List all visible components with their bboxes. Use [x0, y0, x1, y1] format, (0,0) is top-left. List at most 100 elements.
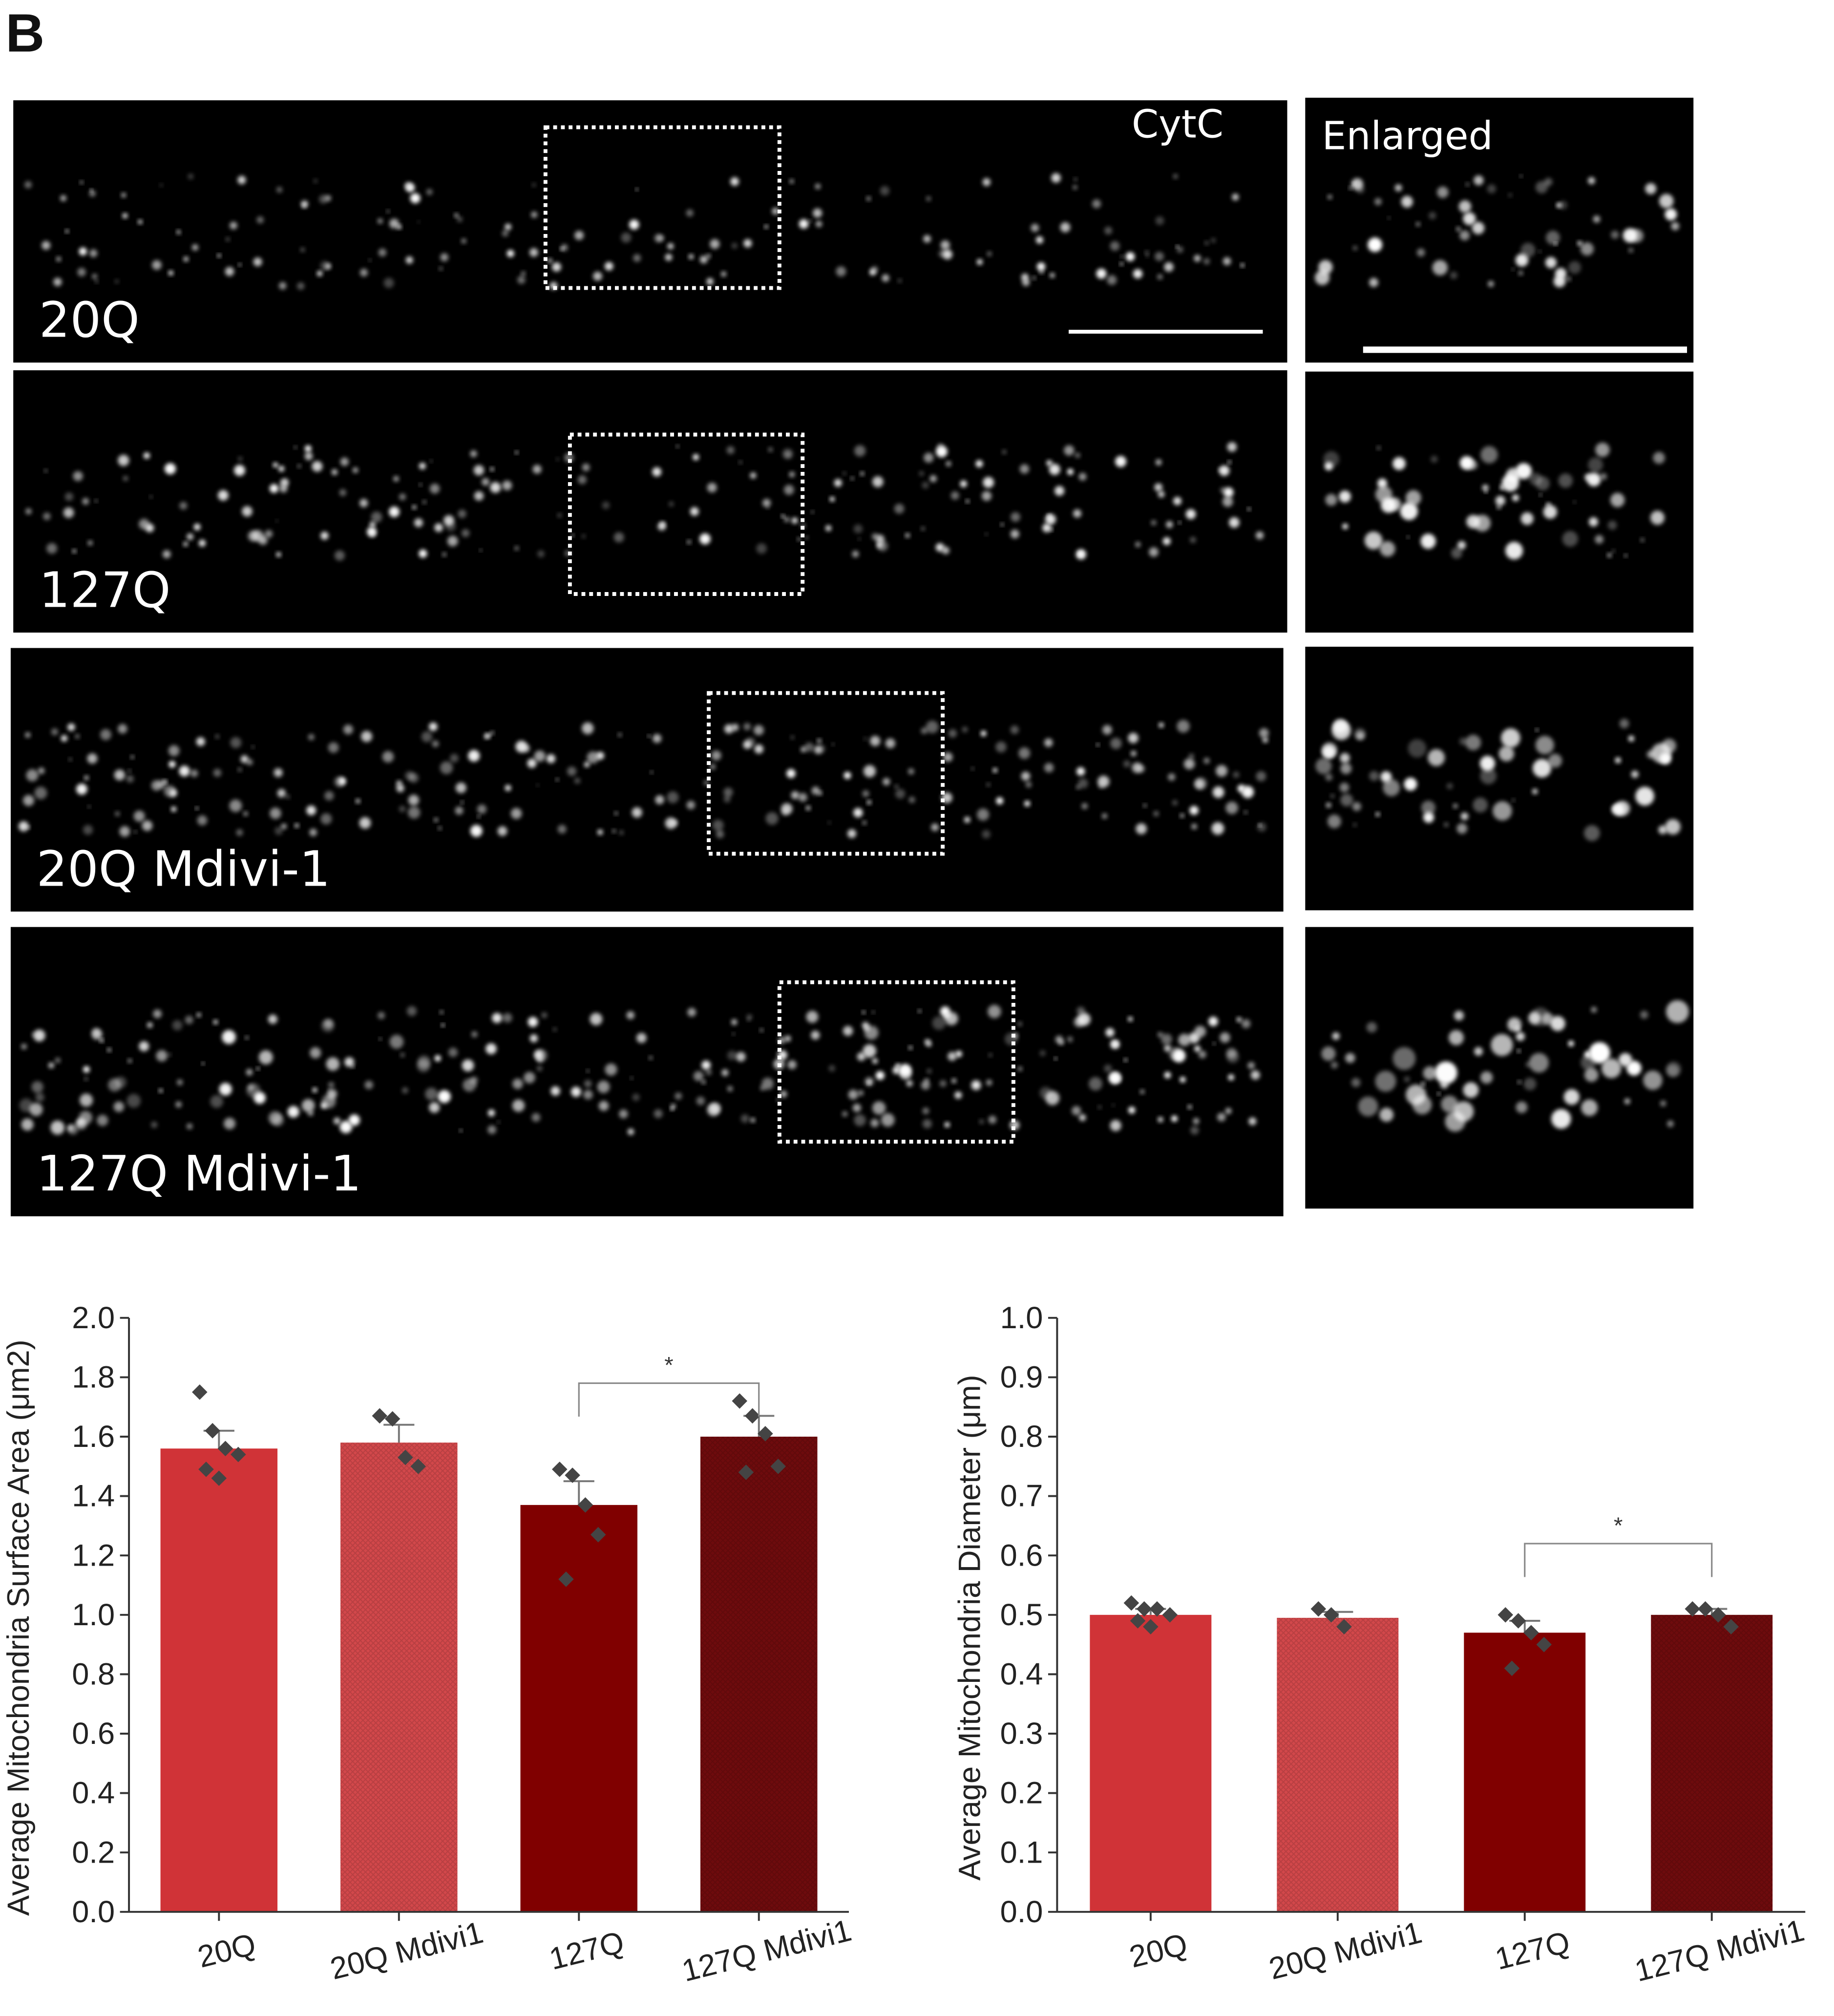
spot	[230, 737, 242, 748]
significance-label: *	[664, 1353, 673, 1379]
spot	[706, 1069, 712, 1076]
spot	[853, 524, 863, 533]
spot	[164, 463, 176, 475]
spot	[629, 219, 639, 230]
spot	[1498, 746, 1515, 762]
spot	[756, 543, 767, 554]
y-tick-label: 0.0	[72, 1895, 115, 1929]
spot	[440, 253, 449, 262]
spot	[1149, 547, 1159, 557]
spot	[871, 266, 878, 273]
spot	[1011, 512, 1020, 522]
spot	[550, 1086, 560, 1096]
spot	[83, 825, 93, 835]
spot	[1112, 1103, 1115, 1107]
spot	[171, 806, 177, 812]
spot	[1109, 1072, 1121, 1084]
spot	[1128, 1106, 1136, 1114]
data-point	[1523, 1625, 1539, 1641]
spot	[731, 723, 739, 731]
spot	[1459, 737, 1467, 745]
spot	[1666, 1061, 1682, 1077]
spot	[721, 271, 726, 277]
spot	[164, 785, 176, 797]
spot	[587, 751, 599, 764]
spot	[1178, 521, 1181, 524]
spot	[1212, 786, 1224, 798]
spot	[185, 1016, 193, 1024]
spot	[122, 213, 128, 219]
spot	[1512, 494, 1519, 502]
spot	[975, 460, 983, 467]
spot	[339, 489, 347, 496]
spot	[583, 1090, 593, 1100]
spot	[331, 469, 338, 475]
spot	[50, 1120, 65, 1135]
spot	[169, 761, 176, 768]
spot	[1039, 269, 1044, 274]
spot	[946, 461, 951, 467]
spot	[1155, 252, 1164, 261]
spot	[980, 730, 987, 737]
spot	[1074, 1017, 1084, 1027]
spot	[320, 531, 329, 540]
spot	[1226, 1048, 1237, 1059]
spot	[1064, 445, 1075, 456]
data-point	[1149, 1601, 1165, 1617]
spot	[158, 780, 167, 788]
spot	[1324, 462, 1333, 471]
spot	[1222, 496, 1233, 507]
data-point	[1136, 1601, 1152, 1617]
spot	[552, 1027, 557, 1032]
spot	[176, 229, 180, 233]
spot	[557, 513, 562, 518]
spot	[406, 1006, 417, 1016]
spot	[1193, 1118, 1200, 1125]
spot	[686, 801, 696, 809]
spot	[924, 1078, 929, 1083]
spot	[1584, 1068, 1599, 1082]
spot	[320, 813, 332, 825]
spot	[196, 1013, 201, 1018]
spot	[574, 231, 584, 240]
spot	[731, 242, 738, 249]
spot	[670, 1107, 674, 1111]
spot	[632, 1093, 640, 1101]
spot	[1054, 1057, 1057, 1060]
spot	[442, 552, 446, 557]
spot	[1042, 523, 1052, 532]
spot	[213, 768, 222, 777]
spot	[187, 533, 194, 540]
spot	[115, 811, 120, 816]
spot	[279, 485, 288, 493]
spot	[389, 1035, 404, 1049]
spot	[1400, 502, 1418, 520]
spot	[44, 469, 48, 472]
spot	[278, 282, 287, 290]
spot	[943, 752, 953, 762]
spot	[1054, 486, 1065, 496]
spot	[130, 755, 134, 759]
spot	[1340, 753, 1350, 763]
spot	[77, 268, 86, 276]
spot	[126, 775, 134, 783]
y-tick-label: 0.1	[1000, 1835, 1043, 1869]
spot	[490, 467, 494, 471]
spot	[138, 219, 143, 224]
spot	[789, 179, 794, 184]
row-label: 20Q	[39, 292, 140, 349]
spot	[1529, 472, 1542, 486]
spot	[201, 1062, 205, 1065]
spot	[1031, 224, 1039, 232]
spot	[787, 1060, 797, 1069]
y-tick-label: 0.6	[72, 1717, 115, 1751]
bar	[520, 1505, 638, 1912]
spot	[162, 550, 171, 558]
spot	[804, 743, 814, 752]
spot	[1392, 457, 1406, 470]
x-tick-label: 127Q	[1492, 1925, 1573, 1976]
spot	[1437, 1092, 1440, 1096]
spot	[344, 1057, 355, 1067]
spot	[1236, 1017, 1242, 1022]
spot	[38, 767, 45, 774]
